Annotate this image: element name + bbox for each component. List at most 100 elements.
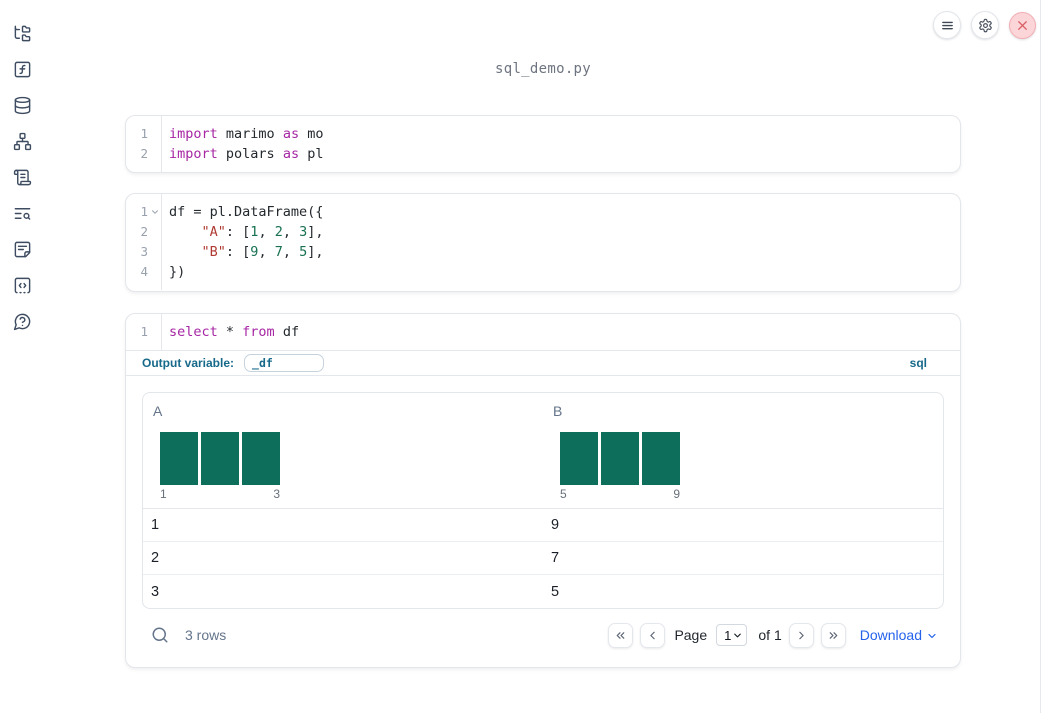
code-line[interactable]: 3 "B": [9, 7, 5], — [126, 242, 960, 262]
close-x-icon — [1018, 20, 1027, 30]
output-variable-input[interactable]: _df — [244, 354, 325, 372]
sidebar-item-help[interactable] — [13, 312, 32, 331]
histogram-bar — [601, 432, 639, 485]
sidebar-item-documentation[interactable] — [13, 204, 32, 223]
histogram-max-label: 9 — [673, 487, 680, 501]
column-histogram[interactable] — [160, 432, 280, 485]
code-line[interactable]: 1 df = pl.DataFrame({ — [126, 202, 960, 222]
sidebar-item-logs[interactable] — [13, 168, 32, 187]
table-cell: 1 — [151, 517, 160, 533]
pagination: Page 1 of 1 — [608, 622, 846, 648]
code-line[interactable]: 4}) — [126, 262, 960, 282]
column-label[interactable]: A — [153, 403, 163, 419]
chevron-down-icon — [928, 633, 936, 639]
code-line[interactable]: 1 import marimo as mo — [126, 124, 960, 144]
histogram-bar — [560, 432, 598, 485]
gear-icon — [978, 18, 992, 32]
hamburger-menu-icon — [941, 21, 953, 29]
next-page-button[interactable] — [788, 622, 814, 648]
language-badge: sql — [909, 356, 927, 370]
sidebar-item-datasources[interactable] — [13, 96, 32, 115]
sidebar-item-file-explorer[interactable] — [13, 24, 32, 43]
page-total-label: of 1 — [758, 627, 782, 643]
page-select-value: 1 — [724, 627, 732, 643]
database-icon — [14, 96, 30, 115]
chevrons-right-icon — [829, 631, 838, 639]
column-histogram[interactable] — [560, 432, 680, 485]
page-select[interactable]: 1 — [716, 624, 748, 646]
sql-cell[interactable]: 1 select * from df Output variable: _df s… — [125, 313, 961, 668]
code-editor[interactable]: 1 import marimo as mo 2 import polars as pl — [126, 116, 960, 172]
row-count: 3 rows — [185, 627, 227, 643]
cell-output: A 1 3 B 5 9 — [126, 376, 960, 652]
line-number: 1 — [140, 324, 148, 339]
histogram-axis: 5 9 — [560, 487, 680, 502]
document-icon — [14, 241, 30, 258]
table-header: A 1 3 B 5 9 — [143, 393, 943, 509]
histogram-min-label: 1 — [160, 487, 167, 501]
sidebar-item-variables[interactable] — [13, 60, 32, 79]
code-line[interactable]: 2 import polars as pl — [126, 144, 960, 164]
code-text[interactable]: "A": [1, 2, 3], — [201, 224, 324, 240]
code-editor[interactable]: 1 df = pl.DataFrame({2 "A": [1, 2, 3], 3 "… — [126, 194, 960, 290]
table-cell: 9 — [551, 517, 560, 533]
code-text[interactable]: import polars as pl — [169, 146, 324, 162]
helper-panel-sidebar — [0, 0, 44, 713]
table-cell: 7 — [551, 550, 560, 566]
code-text[interactable]: df = pl.DataFrame({ — [169, 204, 324, 220]
line-number: 1 — [126, 202, 161, 222]
sidebar-item-snippets[interactable] — [13, 276, 32, 295]
line-number: 2 — [140, 146, 148, 161]
code-cell-imports[interactable]: 1 import marimo as mo 2 import polars as pl — [125, 115, 961, 173]
histogram-axis: 1 3 — [160, 487, 280, 502]
line-number: 1 — [140, 126, 148, 141]
line-number: 4 — [140, 264, 148, 279]
settings-button[interactable] — [971, 11, 999, 39]
sql-editor[interactable]: 1 select * from df — [126, 314, 960, 350]
menu-button[interactable] — [933, 11, 961, 39]
table-cell: 5 — [551, 583, 560, 600]
table-cell: 3 — [151, 583, 160, 600]
snippets-icon — [14, 277, 30, 294]
code-line[interactable]: 2 "A": [1, 2, 3], — [126, 222, 960, 242]
sidebar-item-dependencies[interactable] — [13, 132, 32, 151]
histogram-bar — [160, 432, 198, 485]
chevron-down-icon — [734, 633, 742, 637]
line-number: 2 — [140, 224, 148, 239]
code-text[interactable]: import marimo as mo — [169, 126, 324, 142]
prev-page-button[interactable] — [640, 622, 666, 648]
download-button[interactable]: Download — [860, 627, 938, 643]
fold-chevron-icon[interactable] — [150, 207, 160, 217]
notebook-actions — [933, 11, 1036, 39]
histogram-bar — [642, 432, 680, 485]
output-variable-label: Output variable: — [142, 356, 235, 370]
download-label: Download — [859, 627, 922, 643]
code-text[interactable]: }) — [169, 264, 186, 280]
file-tree-icon — [14, 25, 30, 42]
help-chat-icon — [13, 313, 30, 331]
column-header-b[interactable]: B 5 9 — [543, 393, 943, 508]
notebook-area: sql_demo.py 1 import marimo as mo 2 import … — [125, 0, 961, 713]
shutdown-button[interactable] — [1009, 11, 1036, 39]
table-footer: 3 rows Page 1 of 1 — [142, 618, 944, 652]
code-cell-dataframe[interactable]: 1 df = pl.DataFrame({2 "A": [1, 2, 3], 3 "… — [125, 193, 961, 292]
code-text[interactable]: "B": [9, 7, 5], — [201, 244, 324, 260]
column-label[interactable]: B — [553, 403, 563, 419]
sql-cell-config-bar: Output variable: _df sql — [126, 350, 960, 376]
code-line[interactable]: 1 select * from df — [126, 322, 960, 342]
chevron-left-icon — [650, 631, 656, 639]
search-button[interactable] — [151, 626, 169, 644]
first-page-button[interactable] — [608, 622, 634, 648]
sidebar-item-scratchpad[interactable] — [13, 240, 32, 259]
chevrons-left-icon — [617, 631, 625, 639]
page-label: Page — [674, 627, 708, 643]
table-cell: 2 — [151, 550, 160, 566]
histogram-bar — [242, 432, 280, 485]
last-page-button[interactable] — [820, 622, 846, 648]
column-header-a[interactable]: A 1 3 — [143, 393, 543, 508]
code-text[interactable]: select * from df — [169, 324, 300, 340]
